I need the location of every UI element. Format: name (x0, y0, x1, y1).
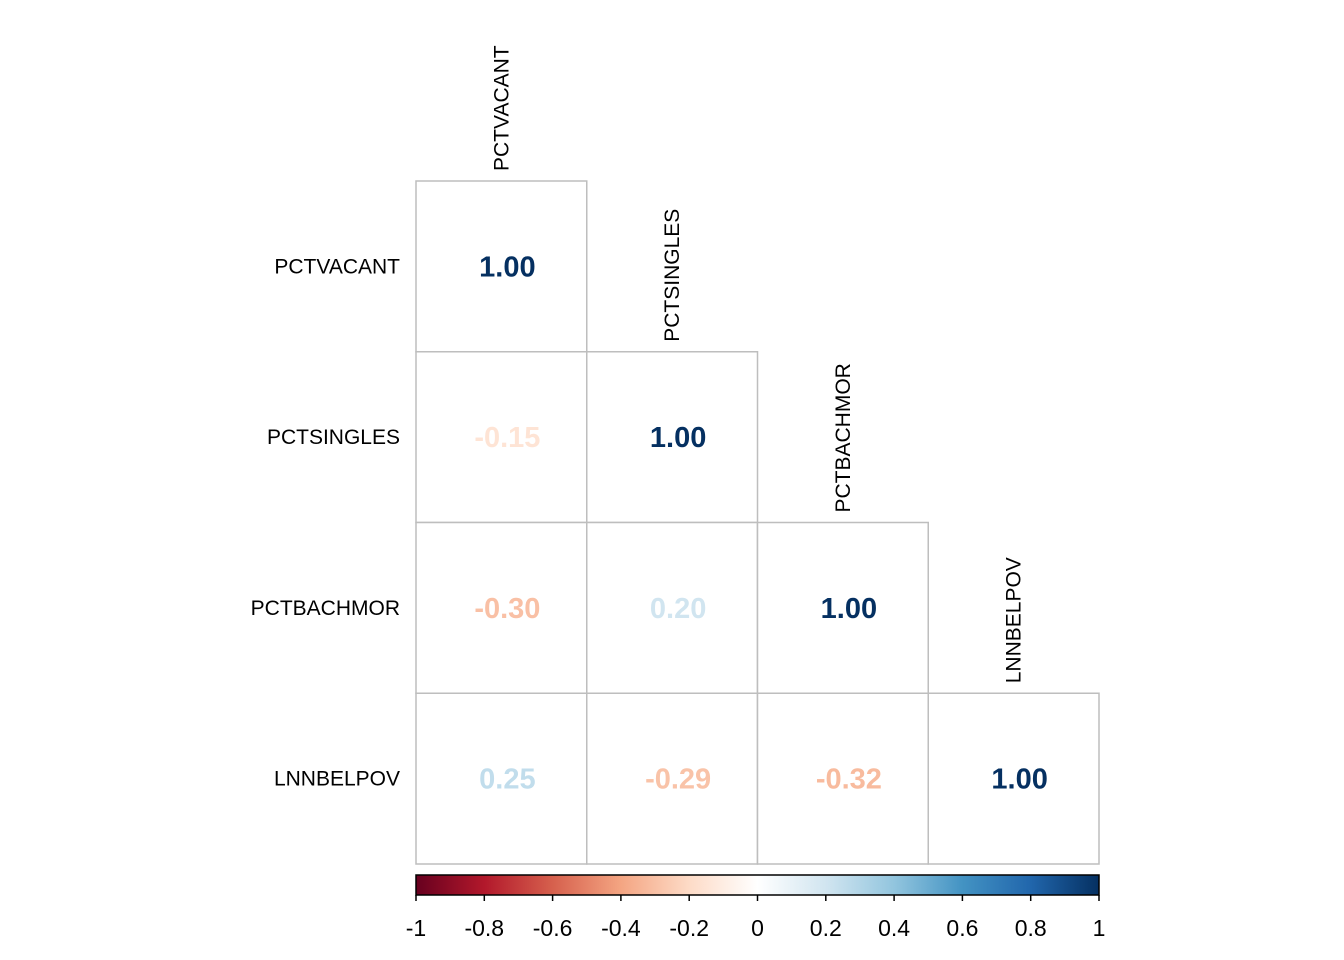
matrix-cell (756, 521, 929, 694)
matrix-cell (415, 180, 588, 353)
cell-value-label: -0.30 (474, 593, 540, 625)
cell-value-label: -0.32 (816, 764, 882, 796)
colorbar-tick-label: -0.8 (464, 915, 504, 941)
cell-value-label: 1.00 (650, 422, 706, 454)
matrix-cell (415, 692, 588, 865)
cell-value-label: 1.00 (821, 593, 877, 625)
cell-value-label: 1.00 (991, 764, 1047, 796)
cell-value-label: -0.29 (645, 764, 711, 796)
colorbar-tick-label: 0.4 (878, 915, 910, 941)
column-label: PCTVACANT (490, 45, 513, 171)
colorbar-tick-label: 0 (751, 915, 764, 941)
colorbar-tick-label: -0.2 (669, 915, 709, 941)
column-label: LNNBELPOV (1003, 557, 1026, 683)
row-label: PCTBACHMOR (251, 597, 400, 620)
column-labels: PCTVACANT PCTSINGLES PCTBACHMOR LNNBELPOV (490, 45, 1025, 683)
cell-value-label: 0.25 (479, 764, 535, 796)
colorbar-tick-label: 0.8 (1015, 915, 1047, 941)
matrix-cell (756, 692, 929, 865)
matrix-cell (586, 351, 759, 524)
cell-value-label: 1.00 (479, 251, 535, 283)
cell-value-label: -0.15 (474, 422, 540, 454)
matrix-cell (927, 692, 1100, 865)
colorbar-tick-label: -0.6 (533, 915, 573, 941)
matrix-cells: 1.00 -0.15 1.00 -0.30 0.20 1.00 0.25 -0.29 -0.32… (415, 180, 1100, 865)
cell-value-label: 0.20 (650, 593, 706, 625)
matrix-cell (586, 692, 759, 865)
colorbar: -1 -0.8 -0.6 -0.4 -0.2 0 0.2 0.4 0.6 0.8 1 (406, 874, 1106, 941)
row-label: LNNBELPOV (274, 768, 400, 791)
row-label: PCTVACANT (274, 255, 400, 278)
colorbar-gradient (415, 874, 1100, 896)
column-label: PCTBACHMOR (832, 363, 855, 512)
matrix-cell (415, 521, 588, 694)
row-labels: PCTVACANT PCTSINGLES PCTBACHMOR LNNBELPOV (251, 255, 401, 790)
column-label: PCTSINGLES (661, 209, 684, 342)
colorbar-tick-label: 1 (1093, 915, 1106, 941)
matrix-cell (586, 521, 759, 694)
row-label: PCTSINGLES (267, 426, 400, 449)
colorbar-tick-label: 0.2 (810, 915, 842, 941)
colorbar-tick-label: -0.4 (601, 915, 641, 941)
colorbar-tick-label: 0.6 (946, 915, 978, 941)
colorbar-tick-label: -1 (406, 915, 426, 941)
matrix-cell (415, 351, 588, 524)
